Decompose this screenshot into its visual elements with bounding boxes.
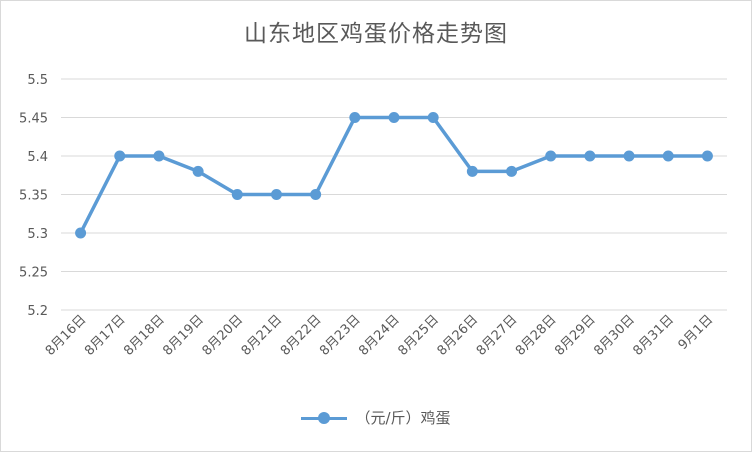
x-axis-ticks: 8月16日8月17日8月18日8月19日8月20日8月21日8月22日8月23日… [43, 312, 716, 359]
x-tick-label: 8月30日 [591, 312, 638, 359]
data-point [701, 150, 713, 162]
data-point [662, 150, 674, 162]
x-tick-label: 8月31日 [631, 312, 678, 359]
data-point [506, 165, 518, 177]
data-point [153, 150, 165, 162]
data-point [231, 189, 243, 200]
data-point [114, 150, 126, 162]
series-line [79, 115, 708, 234]
x-tick-label: 8月18日 [121, 312, 168, 359]
legend-label: （元/斤）鸡蛋 [355, 409, 451, 427]
x-tick-label: 8月16日 [43, 312, 90, 359]
x-tick-label: 8月23日 [317, 312, 364, 359]
y-tick-label: 5.35 [19, 189, 48, 204]
x-tick-label: 8月20日 [200, 312, 247, 359]
line-chart: 5.2 5.25 5.3 5.35 5.4 5.45 5.5 8月16日8月17日8月18日… [19, 73, 727, 359]
x-tick-label: 8月27日 [474, 312, 521, 359]
data-point [310, 189, 322, 200]
chart-title: 山东地区鸡蛋价格走势图 [244, 21, 508, 47]
x-tick-label: 8月25日 [395, 312, 442, 359]
data-point [349, 112, 361, 123]
data-point [466, 165, 478, 177]
legend: （元/斤）鸡蛋 [0, 407, 752, 428]
y-tick-label: 5.3 [27, 227, 48, 242]
x-tick-label: 8月22日 [278, 312, 325, 359]
data-point [545, 150, 557, 162]
data-point [584, 150, 596, 162]
x-tick-label: 9月1日 [676, 312, 717, 353]
x-tick-label: 8月29日 [552, 312, 599, 359]
legend-line-icon [301, 411, 348, 425]
data-point [192, 165, 204, 177]
data-point [427, 112, 439, 123]
x-tick-label: 8月24日 [356, 312, 403, 359]
y-tick-label: 5.45 [19, 112, 48, 127]
x-tick-label: 8月17日 [82, 312, 129, 359]
y-tick-label: 5.2 [27, 304, 48, 319]
x-tick-label: 8月26日 [435, 312, 482, 359]
series-layer [75, 112, 713, 239]
y-tick-label: 5.4 [27, 150, 48, 165]
y-axis-ticks: 5.2 5.25 5.3 5.35 5.4 5.45 5.5 [19, 73, 48, 319]
data-point [388, 112, 400, 123]
data-point [623, 150, 635, 162]
y-tick-label: 5.25 [19, 266, 48, 281]
x-tick-label: 8月21日 [239, 312, 286, 359]
y-tick-label: 5.5 [27, 73, 48, 88]
data-point [270, 189, 282, 200]
data-point [75, 227, 87, 239]
x-tick-label: 8月19日 [160, 312, 207, 359]
x-tick-label: 8月28日 [513, 312, 560, 359]
